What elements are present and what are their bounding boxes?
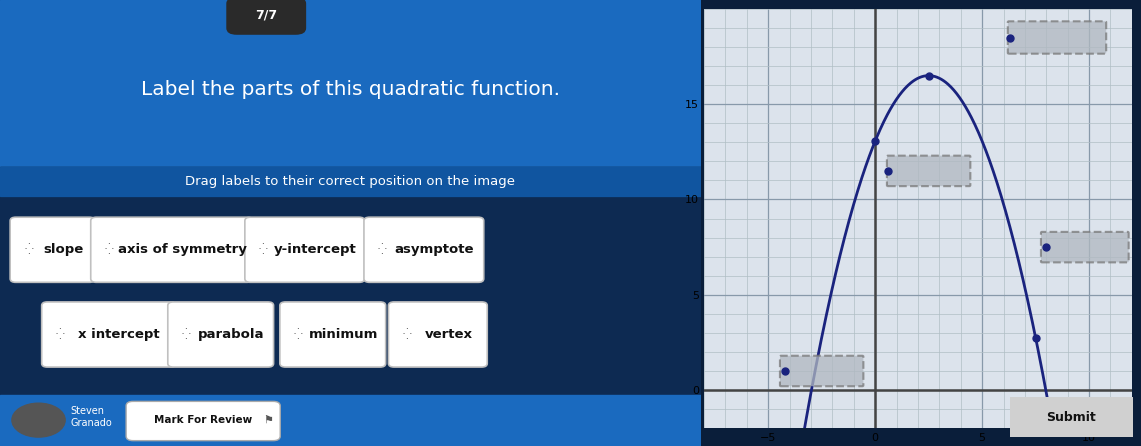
Text: x intercept: x intercept xyxy=(79,328,160,341)
Text: ⁛: ⁛ xyxy=(56,329,65,340)
FancyBboxPatch shape xyxy=(887,156,970,186)
Text: Mark For Review: Mark For Review xyxy=(154,415,252,425)
Text: axis of symmetry: axis of symmetry xyxy=(118,243,246,256)
FancyBboxPatch shape xyxy=(1004,395,1139,439)
Circle shape xyxy=(11,403,65,437)
FancyBboxPatch shape xyxy=(226,0,306,35)
Text: asymptote: asymptote xyxy=(395,243,475,256)
Text: ⁛: ⁛ xyxy=(294,329,302,340)
Text: minimum: minimum xyxy=(308,328,378,341)
Text: ⁛: ⁛ xyxy=(24,244,33,255)
FancyBboxPatch shape xyxy=(10,217,95,282)
Text: Submit: Submit xyxy=(1046,410,1097,424)
FancyBboxPatch shape xyxy=(388,302,487,367)
Text: 7/7: 7/7 xyxy=(256,8,277,21)
FancyBboxPatch shape xyxy=(780,356,864,386)
FancyBboxPatch shape xyxy=(280,302,386,367)
FancyBboxPatch shape xyxy=(245,217,365,282)
Text: ⁛: ⁛ xyxy=(181,329,191,340)
FancyBboxPatch shape xyxy=(42,302,176,367)
Text: y-intercept: y-intercept xyxy=(274,243,357,256)
Text: ⚑: ⚑ xyxy=(262,415,273,425)
FancyBboxPatch shape xyxy=(1008,21,1107,54)
Text: slope: slope xyxy=(43,243,83,256)
Bar xyxy=(0,395,701,446)
Text: ⁛: ⁛ xyxy=(105,244,114,255)
FancyBboxPatch shape xyxy=(1041,232,1128,262)
FancyBboxPatch shape xyxy=(364,217,484,282)
Text: ⁛: ⁛ xyxy=(378,244,387,255)
Text: vertex: vertex xyxy=(424,328,472,341)
Bar xyxy=(0,0,701,169)
Text: ⁛: ⁛ xyxy=(259,244,268,255)
Bar xyxy=(0,167,701,196)
Text: Drag labels to their correct position on the image: Drag labels to their correct position on… xyxy=(185,175,516,189)
Text: parabola: parabola xyxy=(197,328,265,341)
FancyBboxPatch shape xyxy=(168,302,274,367)
FancyBboxPatch shape xyxy=(91,217,252,282)
Text: ⁛: ⁛ xyxy=(403,329,412,340)
Bar xyxy=(0,167,701,196)
Text: Steven
Granado: Steven Granado xyxy=(70,406,112,428)
FancyBboxPatch shape xyxy=(127,401,281,441)
Text: Label the parts of this quadratic function.: Label the parts of this quadratic functi… xyxy=(140,80,560,99)
